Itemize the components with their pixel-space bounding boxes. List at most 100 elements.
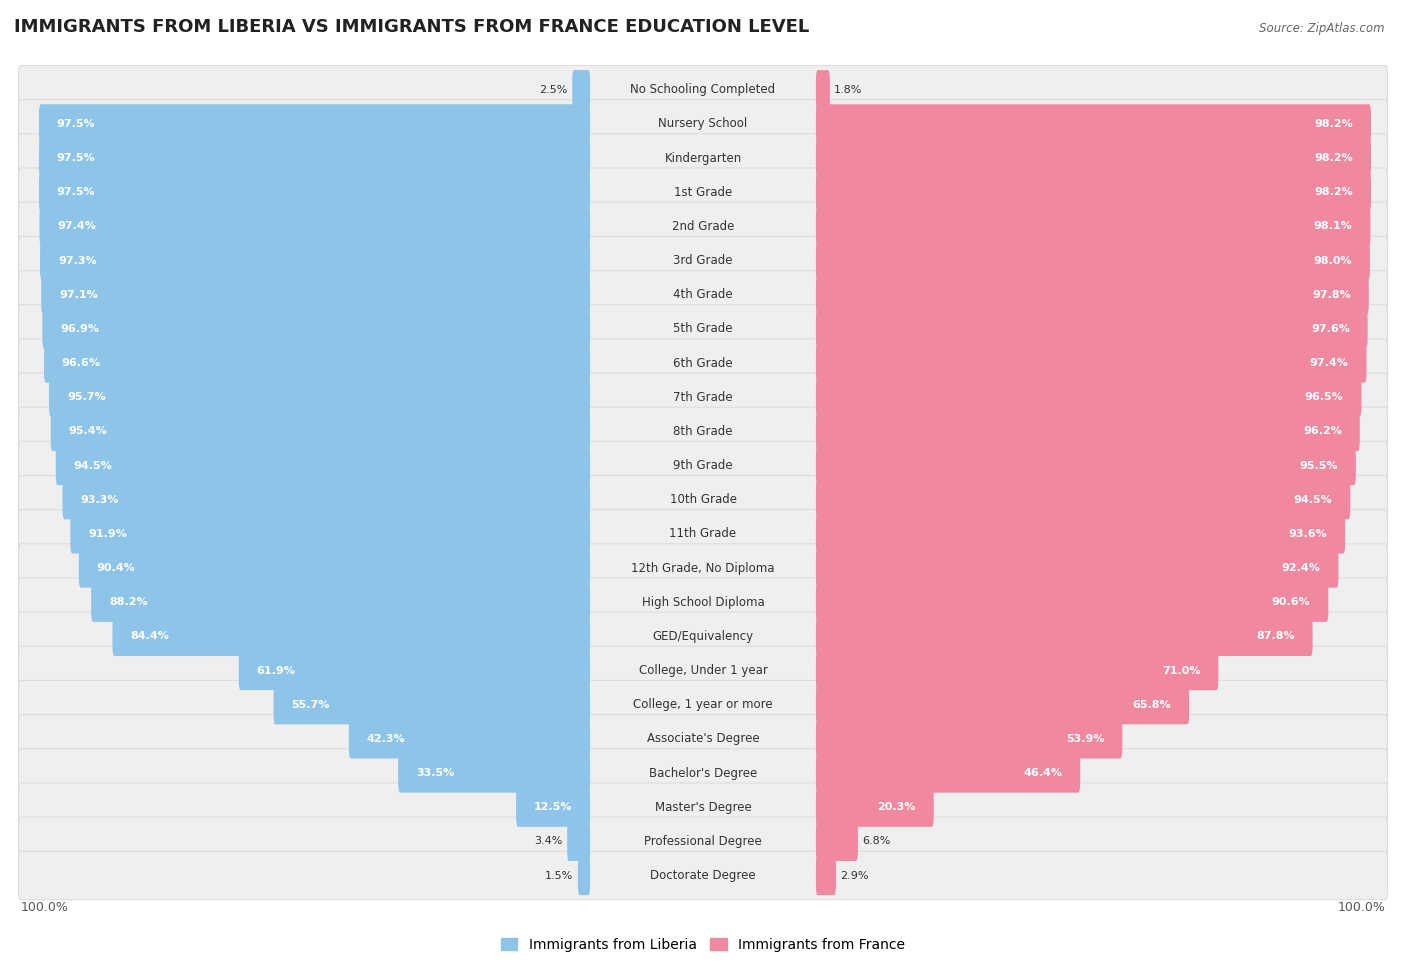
Text: 7th Grade: 7th Grade bbox=[673, 391, 733, 404]
FancyBboxPatch shape bbox=[41, 275, 591, 314]
FancyBboxPatch shape bbox=[18, 304, 1388, 353]
FancyBboxPatch shape bbox=[49, 377, 591, 417]
FancyBboxPatch shape bbox=[18, 612, 1388, 661]
FancyBboxPatch shape bbox=[18, 168, 1388, 216]
FancyBboxPatch shape bbox=[815, 788, 934, 827]
Text: 96.2%: 96.2% bbox=[1303, 426, 1341, 437]
FancyBboxPatch shape bbox=[18, 681, 1388, 729]
Text: Source: ZipAtlas.com: Source: ZipAtlas.com bbox=[1260, 22, 1385, 35]
FancyBboxPatch shape bbox=[815, 104, 1371, 143]
FancyBboxPatch shape bbox=[815, 173, 1371, 212]
Text: GED/Equivalency: GED/Equivalency bbox=[652, 630, 754, 643]
FancyBboxPatch shape bbox=[815, 275, 1369, 314]
FancyBboxPatch shape bbox=[42, 309, 591, 348]
FancyBboxPatch shape bbox=[815, 651, 1219, 690]
Text: 92.4%: 92.4% bbox=[1282, 563, 1320, 573]
Text: 93.3%: 93.3% bbox=[80, 494, 120, 505]
Text: 96.9%: 96.9% bbox=[60, 324, 100, 333]
FancyBboxPatch shape bbox=[39, 207, 591, 246]
Text: 98.1%: 98.1% bbox=[1313, 221, 1353, 231]
Text: 84.4%: 84.4% bbox=[131, 632, 169, 642]
Text: 98.2%: 98.2% bbox=[1315, 119, 1353, 129]
FancyBboxPatch shape bbox=[815, 207, 1371, 246]
Text: 61.9%: 61.9% bbox=[257, 666, 295, 676]
Text: 11th Grade: 11th Grade bbox=[669, 527, 737, 540]
FancyBboxPatch shape bbox=[398, 754, 591, 793]
FancyBboxPatch shape bbox=[516, 788, 591, 827]
Text: 1st Grade: 1st Grade bbox=[673, 185, 733, 199]
FancyBboxPatch shape bbox=[44, 343, 591, 383]
FancyBboxPatch shape bbox=[815, 70, 830, 109]
Text: 10th Grade: 10th Grade bbox=[669, 493, 737, 506]
Text: 6th Grade: 6th Grade bbox=[673, 357, 733, 370]
FancyBboxPatch shape bbox=[18, 338, 1388, 387]
Text: 9th Grade: 9th Grade bbox=[673, 459, 733, 472]
FancyBboxPatch shape bbox=[815, 377, 1361, 417]
Text: No Schooling Completed: No Schooling Completed bbox=[630, 83, 776, 97]
FancyBboxPatch shape bbox=[112, 617, 591, 656]
FancyBboxPatch shape bbox=[91, 582, 591, 622]
Text: 97.3%: 97.3% bbox=[58, 255, 97, 265]
FancyBboxPatch shape bbox=[18, 578, 1388, 627]
FancyBboxPatch shape bbox=[349, 720, 591, 759]
FancyBboxPatch shape bbox=[18, 851, 1388, 900]
Text: 97.4%: 97.4% bbox=[58, 221, 96, 231]
Text: Professional Degree: Professional Degree bbox=[644, 835, 762, 848]
Text: 20.3%: 20.3% bbox=[877, 802, 915, 812]
Text: College, Under 1 year: College, Under 1 year bbox=[638, 664, 768, 677]
Text: Bachelor's Degree: Bachelor's Degree bbox=[650, 766, 756, 780]
Text: 91.9%: 91.9% bbox=[89, 528, 127, 539]
Text: 88.2%: 88.2% bbox=[110, 598, 148, 607]
FancyBboxPatch shape bbox=[815, 548, 1339, 588]
Text: 55.7%: 55.7% bbox=[291, 700, 330, 710]
Text: College, 1 year or more: College, 1 year or more bbox=[633, 698, 773, 711]
Text: 33.5%: 33.5% bbox=[416, 768, 454, 778]
Text: 90.4%: 90.4% bbox=[97, 563, 135, 573]
FancyBboxPatch shape bbox=[18, 783, 1388, 832]
Text: 97.5%: 97.5% bbox=[56, 153, 96, 163]
FancyBboxPatch shape bbox=[815, 720, 1122, 759]
FancyBboxPatch shape bbox=[51, 411, 591, 451]
Text: 71.0%: 71.0% bbox=[1161, 666, 1201, 676]
Text: 95.7%: 95.7% bbox=[67, 392, 105, 403]
FancyBboxPatch shape bbox=[815, 411, 1360, 451]
FancyBboxPatch shape bbox=[815, 617, 1313, 656]
Text: 5th Grade: 5th Grade bbox=[673, 323, 733, 335]
FancyBboxPatch shape bbox=[815, 514, 1346, 554]
Text: 3.4%: 3.4% bbox=[534, 837, 562, 846]
FancyBboxPatch shape bbox=[18, 442, 1388, 489]
Text: 94.5%: 94.5% bbox=[73, 460, 112, 471]
Text: 96.6%: 96.6% bbox=[62, 358, 101, 368]
Text: Master's Degree: Master's Degree bbox=[655, 800, 751, 814]
FancyBboxPatch shape bbox=[815, 685, 1189, 724]
Text: High School Diploma: High School Diploma bbox=[641, 596, 765, 608]
Text: 1.8%: 1.8% bbox=[834, 85, 863, 95]
FancyBboxPatch shape bbox=[567, 822, 591, 861]
FancyBboxPatch shape bbox=[18, 270, 1388, 319]
Text: 95.5%: 95.5% bbox=[1299, 460, 1339, 471]
FancyBboxPatch shape bbox=[815, 822, 858, 861]
FancyBboxPatch shape bbox=[56, 446, 591, 486]
FancyBboxPatch shape bbox=[815, 309, 1368, 348]
Text: Doctorate Degree: Doctorate Degree bbox=[650, 869, 756, 882]
FancyBboxPatch shape bbox=[39, 241, 591, 280]
Legend: Immigrants from Liberia, Immigrants from France: Immigrants from Liberia, Immigrants from… bbox=[495, 932, 911, 957]
Text: 53.9%: 53.9% bbox=[1066, 734, 1105, 744]
Text: 1.5%: 1.5% bbox=[546, 871, 574, 880]
FancyBboxPatch shape bbox=[18, 65, 1388, 114]
Text: 3rd Grade: 3rd Grade bbox=[673, 254, 733, 267]
Text: 94.5%: 94.5% bbox=[1294, 494, 1333, 505]
Text: 4th Grade: 4th Grade bbox=[673, 289, 733, 301]
Text: 90.6%: 90.6% bbox=[1271, 598, 1310, 607]
FancyBboxPatch shape bbox=[18, 715, 1388, 763]
FancyBboxPatch shape bbox=[18, 510, 1388, 558]
Text: 98.0%: 98.0% bbox=[1313, 255, 1353, 265]
FancyBboxPatch shape bbox=[572, 70, 591, 109]
Text: 100.0%: 100.0% bbox=[1337, 902, 1385, 915]
FancyBboxPatch shape bbox=[18, 408, 1388, 455]
FancyBboxPatch shape bbox=[18, 544, 1388, 592]
Text: 98.2%: 98.2% bbox=[1315, 153, 1353, 163]
FancyBboxPatch shape bbox=[70, 514, 591, 554]
Text: 96.5%: 96.5% bbox=[1305, 392, 1344, 403]
Text: 6.8%: 6.8% bbox=[862, 837, 891, 846]
